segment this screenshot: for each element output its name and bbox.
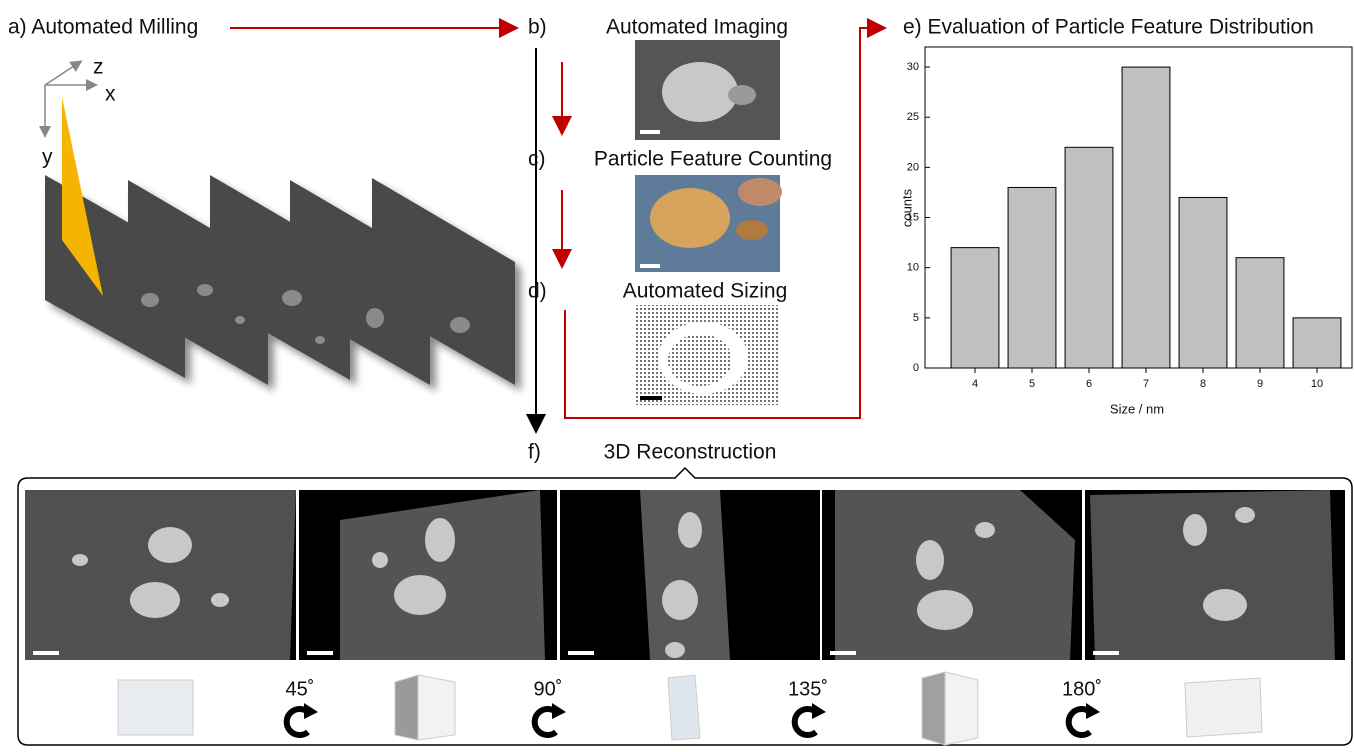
rotation-icon xyxy=(552,703,566,719)
panel-title: a) Automated Milling xyxy=(8,16,198,39)
y-tick-label: 25 xyxy=(907,111,919,123)
angle-label: 45˚ xyxy=(286,678,315,700)
chart-title: e) Evaluation of Particle Feature Distri… xyxy=(903,16,1314,39)
y-tick-label: 15 xyxy=(907,211,919,223)
x-tick-label: 8 xyxy=(1200,378,1206,390)
image xyxy=(635,40,780,140)
y-tick-label: 0 xyxy=(913,362,919,374)
y-tick-label: 30 xyxy=(907,61,919,73)
slices xyxy=(45,175,515,385)
angle-label: 180˚ xyxy=(1062,678,1102,700)
page: {"panels": { "a": {"title": "a) Automate… xyxy=(0,0,1354,752)
figure: a) Automated Milling z x y b) Automated … xyxy=(0,0,1354,747)
x-axis-label: Size / nm xyxy=(1110,401,1164,416)
panel-title: 3D Reconstruction xyxy=(604,441,777,464)
bar xyxy=(1008,187,1056,368)
y-tick-label: 10 xyxy=(907,262,919,274)
x-tick-label: 7 xyxy=(1143,378,1149,390)
y-tick-label: 5 xyxy=(913,312,919,324)
axis-label: y xyxy=(42,146,53,169)
rotation-icon xyxy=(304,703,318,719)
panel-title: Particle Feature Counting xyxy=(594,148,832,171)
bar xyxy=(1122,67,1170,368)
panel-title: Automated Imaging xyxy=(606,16,788,39)
axis-label: z xyxy=(93,56,104,79)
bar-chart: e) Evaluation of Particle Feature Distri… xyxy=(899,16,1352,417)
image xyxy=(636,305,780,405)
bar xyxy=(1065,147,1113,368)
bar xyxy=(1293,318,1341,368)
rotation-icon xyxy=(1086,703,1100,719)
x-tick-label: 9 xyxy=(1257,378,1263,390)
rotation-icon xyxy=(812,703,826,719)
x-tick-label: 6 xyxy=(1086,378,1092,390)
panel-label: c) xyxy=(528,148,546,171)
panel-label: d) xyxy=(528,280,547,303)
angle-label: 90˚ xyxy=(534,678,563,700)
panel-title: Automated Sizing xyxy=(623,280,788,303)
angle-label: 135˚ xyxy=(788,678,828,700)
panel-label: f) xyxy=(528,441,541,464)
bar xyxy=(1179,197,1227,368)
axis-label: x xyxy=(105,83,116,106)
bar xyxy=(951,248,999,368)
bar xyxy=(1236,258,1284,368)
x-tick-label: 5 xyxy=(1029,378,1035,390)
image xyxy=(635,175,782,272)
x-tick-label: 10 xyxy=(1311,378,1323,390)
panel-label: b) xyxy=(528,16,547,39)
x-tick-label: 4 xyxy=(972,378,978,390)
y-tick-label: 20 xyxy=(907,161,919,173)
